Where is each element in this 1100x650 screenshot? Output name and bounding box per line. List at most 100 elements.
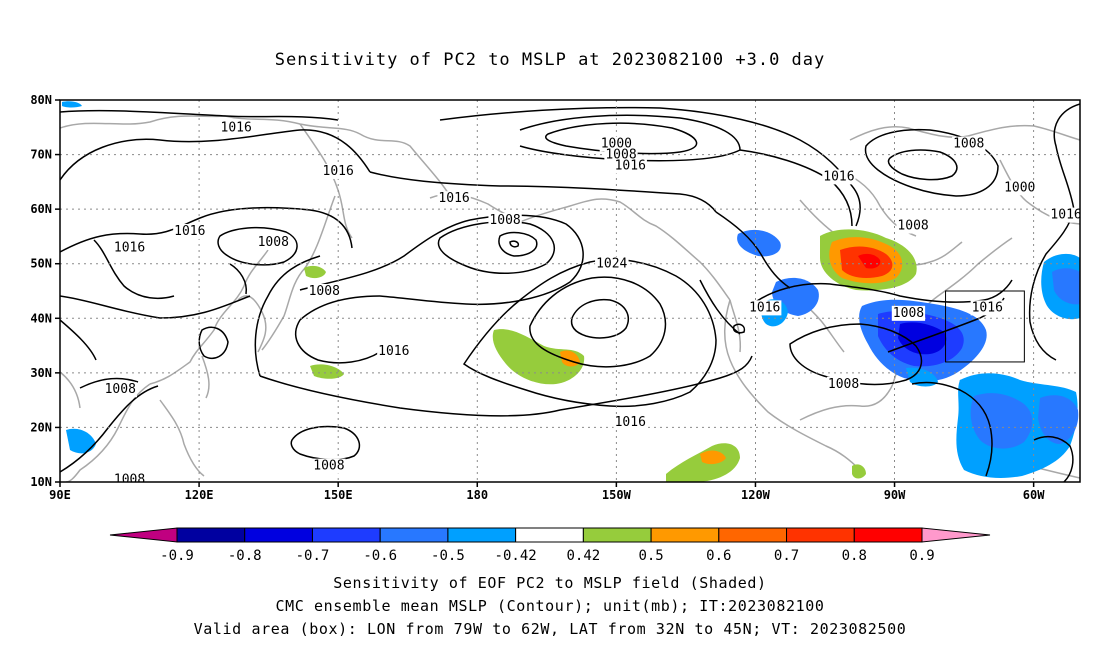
colorbar-swatch: [311, 527, 381, 543]
contour-label: 1008: [828, 377, 859, 392]
colorbar-tick-label: 0.6: [706, 548, 731, 564]
lat-tick-label: 50N: [30, 257, 52, 271]
contour-label: 1016: [972, 300, 1003, 315]
contour-label-bg: [219, 120, 253, 136]
contour-label: 1008: [309, 284, 340, 299]
lon-tick-label: 90E: [49, 488, 71, 502]
lon-tick-label: 150E: [324, 488, 353, 502]
contour-label: 1008: [114, 472, 145, 487]
contour-label-bg: [377, 344, 411, 360]
colorbar-tick-label: -0.9: [160, 548, 194, 564]
contour-label-bg: [321, 163, 355, 179]
contour-label-bg: [970, 300, 1004, 316]
contour-label-bg: [595, 256, 629, 272]
colorbar-swatch: [176, 527, 246, 543]
contour-label-bg: [952, 136, 986, 152]
colorbar-tick-label: -0.42: [495, 548, 537, 564]
lat-tick-label: 20N: [30, 420, 52, 434]
contour-label-bg: [748, 300, 782, 316]
lat-tick-label: 80N: [30, 93, 52, 107]
map-title: Sensitivity of PC2 to MSLP at 2023082100…: [274, 50, 826, 70]
colorbar-swatch: [244, 527, 313, 543]
contour-label: 1016: [823, 169, 854, 184]
lat-tick-label: 60N: [30, 202, 52, 216]
contour-label-bg: [1049, 207, 1080, 223]
contour-label: 1016: [174, 224, 205, 239]
contour-label-bg: [826, 376, 861, 392]
sensitivity-shading: [62, 101, 1080, 482]
plot-frame: [59, 99, 1081, 483]
colorbar-tick-label: -0.7: [296, 548, 330, 564]
contour-label: 1016: [114, 240, 145, 255]
contour-label-bg: [103, 382, 137, 398]
contour-label: 1024: [596, 257, 627, 272]
colorbar-tick-label: 0.42: [567, 548, 601, 564]
lon-tick-label: 150W: [602, 488, 632, 502]
contour-label: 1016: [438, 191, 469, 206]
contour-label: 1016: [615, 415, 646, 430]
contour-label: 1008: [313, 459, 344, 474]
contour-label: 1016: [378, 344, 409, 359]
axis-labels: 90E 120E 150E 180 150W 120W 90W 60W 10N 20N 30N 40N…: [30, 93, 1045, 502]
contour-label: 1008: [953, 137, 984, 152]
colorbar: -0.9 -0.8 -0.7 -0.6 -0.5 -0.42 0.42 0.5 0.6 0.7 0.…: [109, 527, 991, 564]
contour-label-bg: [488, 213, 522, 229]
lat-tick-label: 40N: [30, 311, 52, 325]
footer-shading-note: Sensitivity of EOF PC2 to MSLP field (Sh…: [333, 574, 767, 592]
contour-label-bg: [312, 458, 346, 474]
colorbar-tick-label: 0.5: [638, 548, 663, 564]
lon-tick-label: 180: [466, 488, 488, 502]
colorbar-overflow-triangle: [921, 527, 991, 543]
mslp-contours: [60, 103, 1080, 482]
contour-label-bg: [1003, 180, 1037, 196]
footer-contour-note: CMC ensemble mean MSLP (Contour); unit(m…: [275, 597, 825, 615]
contour-label-bg: [437, 191, 471, 207]
contour-label: 1008: [893, 306, 924, 321]
contour-label: 1008: [258, 235, 289, 250]
colorbar-tick-label: 0.7: [774, 548, 799, 564]
colorbar-swatch: [650, 527, 720, 543]
colorbar-underflow-triangle: [109, 527, 178, 543]
contour-label-bg: [256, 234, 290, 250]
lon-tick-label: 120W: [741, 488, 771, 502]
contour-label: 1016: [323, 164, 354, 179]
gridlines: [60, 100, 1080, 482]
contour-label: 1000: [1004, 180, 1035, 195]
contour-label: 1016: [615, 158, 646, 173]
lat-tick-label: 30N: [30, 366, 52, 380]
contour-label: 1008: [105, 382, 136, 397]
lon-tick-label: 90W: [884, 488, 906, 502]
contour-label-bg: [613, 414, 647, 430]
colorbar-tick-label: -0.6: [363, 548, 397, 564]
contour-label-bg: [891, 305, 926, 321]
contour-label: 1016: [749, 300, 780, 315]
valid-area-box: [945, 290, 1025, 363]
colorbar-tick-label: 0.8: [842, 548, 867, 564]
footer-valid-area: Valid area (box): LON from 79W to 62W, L…: [193, 620, 907, 638]
contour-label-bg: [112, 240, 147, 256]
contour-label: 1008: [897, 219, 928, 234]
colorbar-swatch: [718, 527, 788, 543]
colorbar-swatch: [582, 527, 652, 543]
contour-label-bg: [112, 472, 147, 482]
lon-tick-label: 60W: [1023, 488, 1045, 502]
colorbar-swatch: [379, 527, 449, 543]
lat-tick-label: 70N: [30, 148, 52, 162]
lat-tick-label: 10N: [30, 475, 52, 489]
colorbar-swatch: [515, 527, 584, 543]
contour-label: 1016: [1050, 208, 1081, 223]
contour-label-bg: [173, 223, 207, 239]
colorbar-swatch: [447, 527, 517, 543]
colorbar-tick-label: 0.9: [909, 548, 934, 564]
colorbar-swatch: [786, 527, 855, 543]
contour-labels: 1016 1016 1016 1016 1008 1008 1008 1016 1016 1008…: [103, 120, 1081, 487]
colorbar-tick-label: -0.8: [228, 548, 262, 564]
colorbar-tick-label: -0.5: [431, 548, 465, 564]
contour-label-bg: [896, 218, 930, 234]
contour-label-bg: [307, 284, 341, 299]
contour-label: 1016: [221, 120, 252, 135]
contour-label: 1008: [489, 213, 520, 228]
contour-label-bg: [613, 158, 647, 174]
contour-label-bg: [822, 169, 856, 185]
